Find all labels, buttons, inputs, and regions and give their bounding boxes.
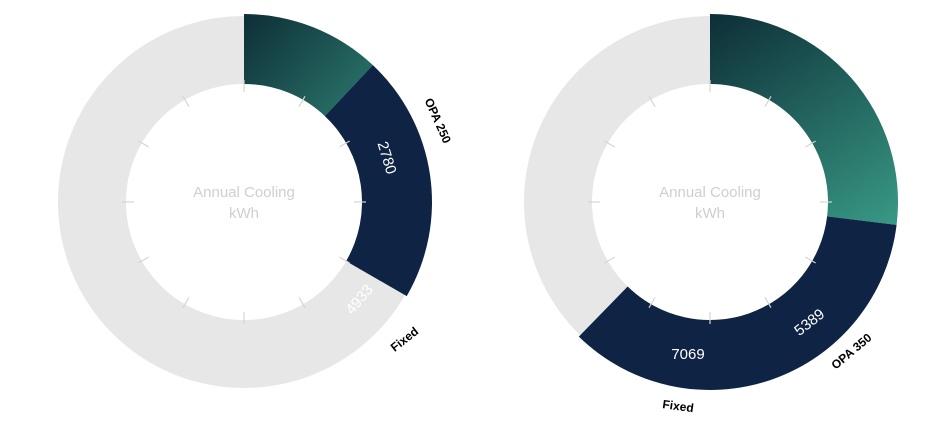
donut-chart-right: Annual Cooling kWh 5389 7069 OPA 350 Fix… [524,14,899,415]
segment-value-label: 7069 [671,346,704,363]
segment-name-label: Fixed [662,397,695,415]
tick-marks [122,80,366,324]
tick-mark [298,296,306,308]
tick-mark [338,140,350,148]
tick-mark [804,256,816,264]
tick-mark [604,140,616,148]
tick-marks [588,80,832,324]
tick-mark [804,140,816,148]
center-label-line-1: Annual Cooling [659,184,761,201]
donut-chart-left: Annual Cooling kWh 2780 4933 OPA 250 Fix… [58,14,454,388]
tick-mark [182,96,190,108]
tick-mark [764,296,772,308]
tick-mark [138,256,150,264]
tick-mark [648,96,656,108]
tick-mark [182,296,190,308]
segment-fixed [324,65,432,297]
center-label-line-2: kWh [695,205,725,222]
center-label-line-2: kWh [229,205,259,222]
segment-name-label: OPA 250 [422,96,454,146]
segment-fixed [578,216,897,390]
tick-mark [604,256,616,264]
center-label-line-1: Annual Cooling [193,184,295,201]
tick-mark [338,256,350,264]
segment-opa [244,14,373,117]
tick-mark [648,296,656,308]
segment-name-label: Fixed [388,324,421,354]
tick-mark [298,96,306,108]
segment-opa [710,14,899,225]
tick-mark [138,140,150,148]
tick-mark [764,96,772,108]
